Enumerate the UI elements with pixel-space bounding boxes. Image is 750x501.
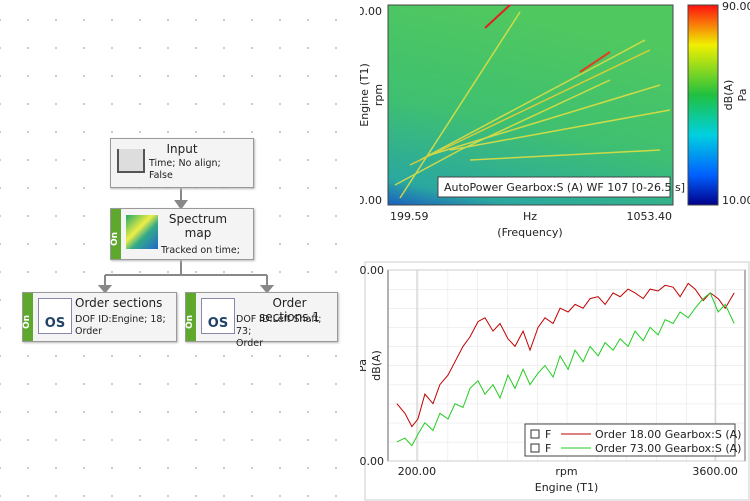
y-axis-unit: Pa: [360, 359, 369, 372]
node-title: Spectrum map: [168, 212, 228, 240]
x-tick-label: 1053.40: [627, 210, 673, 223]
detail: Order: [236, 338, 263, 349]
annotation: AutoPower Gearbox:S (A) WF 107 [0-26.5 s…: [444, 181, 685, 194]
x-axis-label: (Frequency): [497, 226, 562, 239]
y-axis-unit: rpm: [372, 84, 385, 106]
node[interactable]: On Spectrum map Tracked on time;: [110, 208, 254, 260]
connectors: [97, 186, 275, 294]
y-axis-label: Engine (T1): [360, 63, 371, 127]
status-label: On: [22, 314, 33, 330]
legend-checkbox: [530, 443, 540, 453]
y-tick-label: 200.00: [360, 194, 382, 207]
x-axis-unit: Hz: [523, 210, 537, 223]
node-title: Order sections: [75, 296, 163, 310]
detail: DOF ID:Left Shaft; 73;: [236, 314, 322, 337]
colorbar-label: 10.00: [722, 194, 750, 207]
node-details: DOF ID:Engine; 18; Order: [75, 314, 166, 338]
y-tick-label: 0.00: [360, 455, 384, 468]
order-chart: 0.00 100.00 200.00 3600.00 rpm Engine (T1) Pad…: [360, 261, 750, 501]
detail: Tracked on time;: [161, 245, 240, 256]
legend-box: [524, 423, 736, 457]
series-line: [396, 282, 735, 428]
y-axis-label: dB(A): [370, 350, 383, 381]
legend-label: Order 73.00 Gearbox:S (A): [595, 442, 741, 455]
legend-flag: F: [545, 428, 551, 441]
node-title: Order sections.1: [259, 296, 320, 324]
x-tick-label: 199.59: [390, 210, 429, 223]
map-icon: [126, 215, 158, 249]
status-label: On: [110, 231, 121, 247]
colorbar-unit: Pa: [736, 89, 749, 102]
workflow: Input Time; No align; False On Spectrum m…: [0, 0, 360, 501]
charts: AutoPower Gearbox:S (A) WF 107 [0-26.5 s…: [360, 0, 750, 501]
y-tick-label: 100.00: [360, 264, 384, 277]
legend-checkbox: [530, 429, 540, 439]
node-details: Tracked on time;: [161, 245, 240, 257]
status-label: On: [185, 314, 196, 330]
series-line: [396, 292, 735, 447]
node-details: Time; No align; False: [149, 158, 221, 182]
node-title: Input: [166, 142, 198, 156]
detail: Time; No align;: [149, 158, 221, 169]
detail: False: [149, 170, 173, 181]
legend-flag: F: [545, 442, 551, 455]
status: On: [110, 209, 121, 259]
node[interactable]: Input Time; No align; False: [110, 138, 254, 188]
node[interactable]: On OS Order sections DOF ID:Engine; 18; O…: [22, 292, 177, 342]
colorbar-label: 90.00: [722, 0, 750, 13]
detail: Order: [75, 326, 102, 337]
os-icon: OS: [201, 298, 235, 334]
os-icon: OS: [38, 298, 72, 334]
legend-label: Order 18.00 Gearbox:S (A): [595, 428, 741, 441]
colorbar-title: dB(A): [722, 80, 735, 111]
node-details: DOF ID:Left Shaft; 73; Order: [236, 314, 337, 350]
node[interactable]: On OS Order sections.1 DOF ID:Left Shaft…: [185, 292, 338, 349]
x-tick-label: 200.00: [398, 465, 437, 478]
spectrum-map: AutoPower Gearbox:S (A) WF 107 [0-26.5 s…: [360, 0, 750, 239]
x-axis-label: Engine (T1): [535, 481, 599, 494]
detail: DOF ID:Engine; 18;: [75, 314, 166, 325]
y-tick-label: 3500.00: [360, 5, 382, 18]
status: On: [22, 293, 33, 341]
x-tick-label: 3600.00: [692, 465, 738, 478]
input-icon: [117, 149, 145, 173]
status: On: [185, 293, 196, 341]
x-axis-unit: rpm: [555, 465, 577, 478]
